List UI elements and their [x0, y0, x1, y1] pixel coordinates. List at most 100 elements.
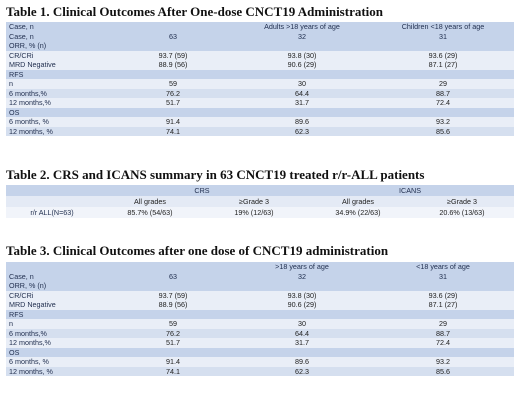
table3-value-cell: 63: [114, 271, 232, 281]
table1-value-cell: 64.4: [232, 88, 372, 98]
table1-title: Table 1. Clinical Outcomes After One-dos…: [6, 4, 384, 19]
table2-subhead-cell: ≥Grade 3: [410, 196, 514, 207]
table1-value-cell: 88.7: [372, 88, 514, 98]
table3-value-cell: 30: [232, 319, 372, 329]
table1-row: n 59 30 29: [6, 79, 514, 89]
table2-subhead-cell: All grades: [306, 196, 410, 207]
table1-value-cell: [372, 107, 514, 117]
table3-row: 12 months, % 74.1 62.3 85.6: [6, 366, 514, 376]
table1-value-cell: 93.8 (30): [232, 50, 372, 60]
table3-row: Case, n 63 32 31: [6, 271, 514, 281]
table2-subhead-cell: ≥Grade 3: [202, 196, 306, 207]
table3-value-cell: [372, 281, 514, 291]
table3-row-label: 6 months,%: [6, 328, 114, 338]
table1-value-cell: 59: [114, 79, 232, 89]
table1-row-label: RFS: [6, 69, 114, 79]
table1-value-cell: 93.7 (59): [114, 50, 232, 60]
table2-title: Table 2. CRS and ICANS summary in 63 CNC…: [6, 167, 425, 182]
table1-value-cell: [372, 69, 514, 79]
table3-header-row: >18 years of age <18 years of age: [6, 262, 514, 272]
table3-value-cell: 74.1: [114, 366, 232, 376]
table3-value-cell: 93.7 (59): [114, 290, 232, 300]
table1-value-cell: 87.1 (27): [372, 60, 514, 70]
table2-value-cell: 19% (12/63): [202, 207, 306, 218]
table1-row-label: OS: [6, 107, 114, 117]
table3-value-cell: 89.6: [232, 357, 372, 367]
table1-row-label: 6 months, %: [6, 117, 114, 127]
table2-value-cell: 85.7% (54/63): [98, 207, 202, 218]
table1-row: RFS: [6, 69, 514, 79]
table3-row: 12 months,% 51.7 31.7 72.4: [6, 338, 514, 348]
table1-value-cell: 93.2: [372, 117, 514, 127]
table3-row-label: 6 months, %: [6, 357, 114, 367]
table1-value-cell: 91.4: [114, 117, 232, 127]
table2-value-cell: 20.6% (13/63): [410, 207, 514, 218]
table2-row-label: r/r ALL(N=63): [6, 207, 98, 218]
table3-header-cell: <18 years of age: [372, 262, 514, 272]
table1-value-cell: [114, 107, 232, 117]
table3-row-label: n: [6, 319, 114, 329]
table1-value-cell: 31: [372, 31, 514, 41]
table1-row: Case, n 63 32 31: [6, 31, 514, 41]
table3-title: Table 3. Clinical Outcomes after one dos…: [6, 243, 389, 258]
table1-value-cell: 51.7: [114, 98, 232, 108]
table1-row: ORR, % (n): [6, 41, 514, 51]
table3-row-label: OS: [6, 347, 114, 357]
table1-value-cell: [232, 69, 372, 79]
table3-value-cell: 88.9 (56): [114, 300, 232, 310]
table1-value-cell: 31.7: [232, 98, 372, 108]
table3-value-cell: 85.6: [372, 366, 514, 376]
table1-value-cell: 30: [232, 79, 372, 89]
table1-row-label: MRD Negative: [6, 60, 114, 70]
table1-row: 12 months, % 74.1 62.3 85.6: [6, 126, 514, 136]
table1-body: Case, n Adults >18 years of age Children <…: [6, 22, 514, 136]
table3-row-label: 12 months, %: [6, 366, 114, 376]
table1-row: 6 months, % 91.4 89.6 93.2: [6, 117, 514, 127]
table2-value-cell: 34.9% (22/63): [306, 207, 410, 218]
table2-group-icans: ICANS: [306, 185, 514, 196]
table3-value-cell: 90.6 (29): [232, 300, 372, 310]
table1-value-cell: 89.6: [232, 117, 372, 127]
table2-subhead-blank: [6, 196, 98, 207]
table1-row: CR/CRi 93.7 (59) 93.8 (30) 93.6 (29): [6, 50, 514, 60]
table1-value-cell: 93.6 (29): [372, 50, 514, 60]
table3-value-cell: 59: [114, 319, 232, 329]
table1-header-row: Case, n Adults >18 years of age Children <…: [6, 22, 514, 32]
table1-value-cell: [114, 41, 232, 51]
table3-row: OS: [6, 347, 514, 357]
table1-row-label: Case, n: [6, 31, 114, 41]
table3-header-cell: [114, 262, 232, 272]
table1-value-cell: 32: [232, 31, 372, 41]
table3-header-cell: [6, 262, 114, 272]
table1-value-cell: 76.2: [114, 88, 232, 98]
table3-row-label: RFS: [6, 309, 114, 319]
table3-value-cell: 32: [232, 271, 372, 281]
table1-row-label: CR/CRi: [6, 50, 114, 60]
table1-row-label: n: [6, 79, 114, 89]
table1-row-label: 6 months,%: [6, 88, 114, 98]
table1-row: OS: [6, 107, 514, 117]
table3-value-cell: [232, 347, 372, 357]
table3-value-cell: 87.1 (27): [372, 300, 514, 310]
table3-value-cell: [372, 309, 514, 319]
table2-value-row: r/r ALL(N=63) 85.7% (54/63) 19% (12/63) …: [6, 207, 514, 218]
table3-row-label: CR/CRi: [6, 290, 114, 300]
table1-row-label: 12 months,%: [6, 98, 114, 108]
table3-row-label: Case, n: [6, 271, 114, 281]
table1-value-cell: 90.6 (29): [232, 60, 372, 70]
table3-row-label: 12 months,%: [6, 338, 114, 348]
table3-row: RFS: [6, 309, 514, 319]
table2-group-row: CRS ICANS: [6, 185, 514, 196]
table3-value-cell: 64.4: [232, 328, 372, 338]
table1-value-cell: [114, 69, 232, 79]
table1-value-cell: [232, 107, 372, 117]
table1-row: MRD Negative 88.9 (56) 90.6 (29) 87.1 (27): [6, 60, 514, 70]
table1-value-cell: 85.6: [372, 126, 514, 136]
table1-row-label: ORR, % (n): [6, 41, 114, 51]
table1-value-cell: [232, 41, 372, 51]
table3-value-cell: 93.2: [372, 357, 514, 367]
table3-value-cell: [114, 309, 232, 319]
table1-header-cell: Adults >18 years of age: [232, 22, 372, 32]
table3-row: n 59 30 29: [6, 319, 514, 329]
table1-header-cell: Case, n: [6, 22, 114, 32]
